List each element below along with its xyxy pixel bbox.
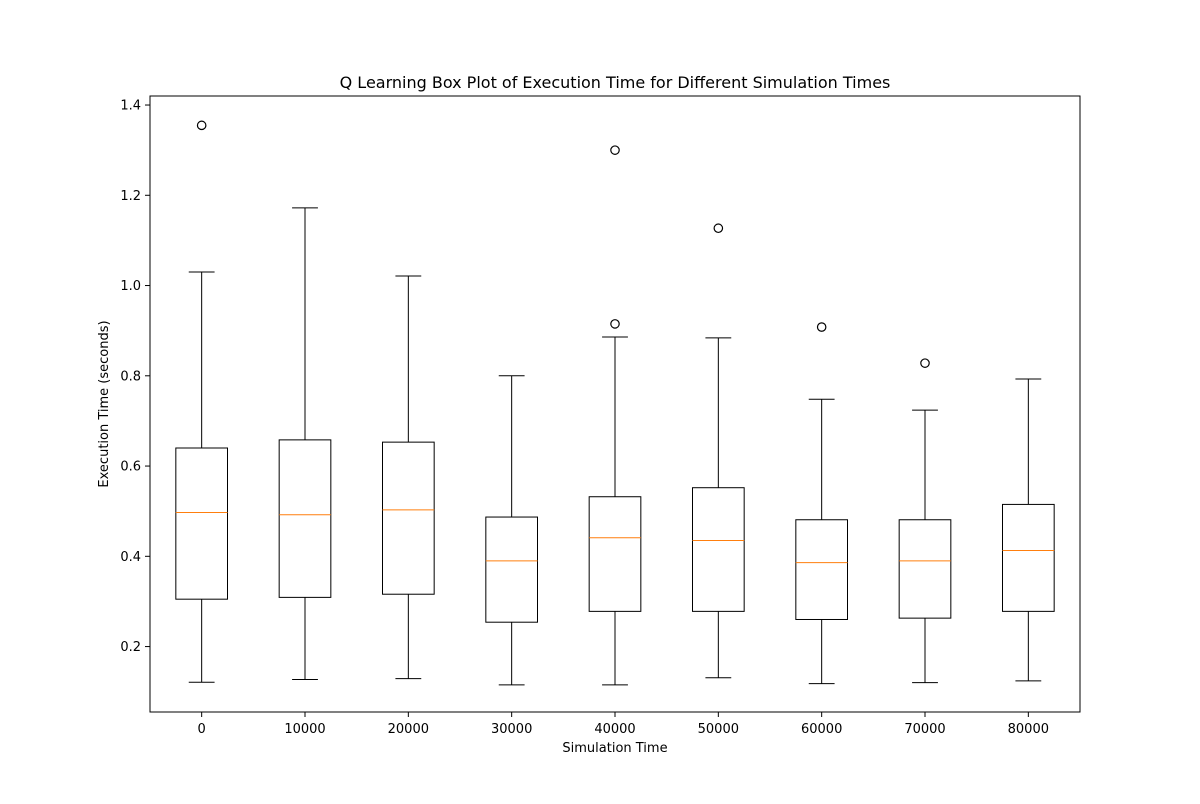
y-tick-label: 1.0 xyxy=(120,279,141,294)
iqr-box xyxy=(588,496,642,612)
x-tick-label: 20000 xyxy=(388,722,429,737)
box-group xyxy=(278,207,332,681)
outlier-point xyxy=(816,322,827,332)
y-tick-label: 0.8 xyxy=(120,369,141,384)
box-group xyxy=(1002,378,1055,682)
iqr-box xyxy=(175,447,228,600)
box-group xyxy=(382,275,435,680)
iqr-box xyxy=(382,441,435,595)
x-tick-label: 10000 xyxy=(284,722,325,737)
iqr-box xyxy=(278,439,332,598)
outlier-point xyxy=(610,145,620,155)
iqr-box xyxy=(692,487,745,612)
y-tick-label: 0.4 xyxy=(120,550,141,565)
x-tick-label: 40000 xyxy=(594,722,635,737)
iqr-box xyxy=(485,516,539,623)
y-tick-label: 1.2 xyxy=(120,189,141,204)
y-axis: 0.2 0.4 0.6 0.8 1.0 1.2 1.4 xyxy=(120,99,150,655)
box-group xyxy=(485,375,539,686)
y-tick-label: 0.2 xyxy=(120,640,141,655)
box-group xyxy=(588,145,642,686)
x-axis: 0 10000 20000 30000 40000 50000 60000 70000 8000… xyxy=(198,712,1049,737)
outlier-point xyxy=(713,223,724,234)
x-tick-label: 0 xyxy=(198,722,206,737)
box-group xyxy=(898,358,952,684)
iqr-box xyxy=(1002,503,1055,612)
box-group xyxy=(175,120,228,683)
y-axis-label: Execution Time (seconds) xyxy=(97,320,112,487)
x-tick-label: 60000 xyxy=(801,722,842,737)
y-tick-label: 1.4 xyxy=(120,99,141,114)
plot-area xyxy=(175,120,1055,686)
x-tick-label: 80000 xyxy=(1008,722,1049,737)
chart-title: Q Learning Box Plot of Execution Time fo… xyxy=(340,73,891,92)
outlier-point xyxy=(610,319,620,329)
x-tick-label: 70000 xyxy=(904,722,945,737)
outlier-point xyxy=(920,358,930,368)
iqr-box xyxy=(795,519,848,620)
outlier-point xyxy=(196,120,207,131)
y-tick-label: 0.6 xyxy=(120,460,141,475)
box-group xyxy=(795,322,848,685)
x-tick-label: 50000 xyxy=(698,722,739,737)
x-tick-label: 30000 xyxy=(491,722,532,737)
box-group xyxy=(692,223,745,679)
iqr-box xyxy=(898,519,952,619)
x-axis-label: Simulation Time xyxy=(562,741,667,756)
